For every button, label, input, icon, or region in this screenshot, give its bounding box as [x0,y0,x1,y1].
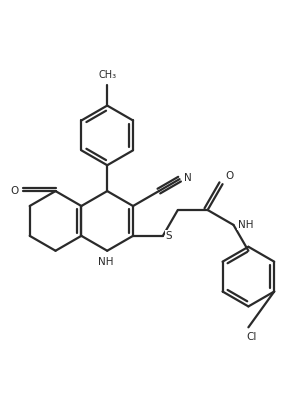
Text: S: S [166,231,173,241]
Text: NH: NH [238,220,253,230]
Text: O: O [225,171,234,181]
Text: N: N [184,173,192,183]
Text: O: O [10,186,18,196]
Text: NH: NH [98,257,114,267]
Text: Cl: Cl [246,332,257,342]
Text: CH₃: CH₃ [98,70,116,80]
